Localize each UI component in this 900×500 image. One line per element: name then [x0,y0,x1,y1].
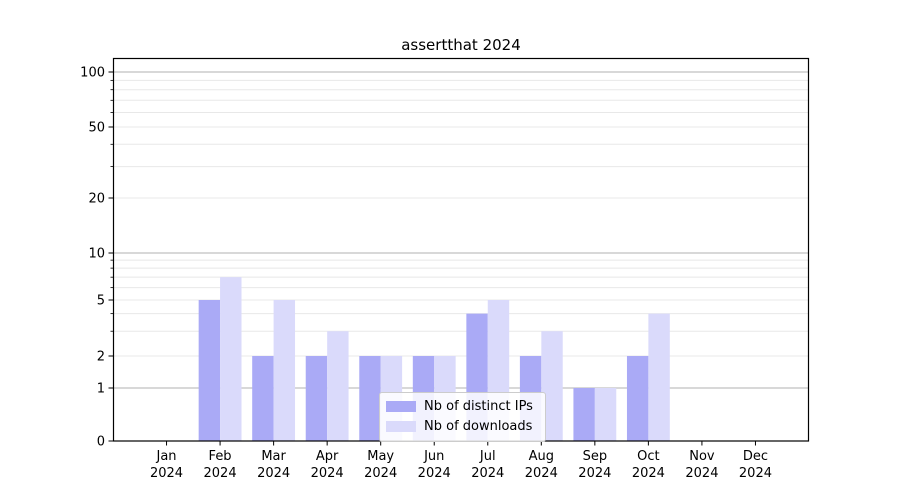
bar-nb-of-distinct-ips-mar [252,356,274,441]
bar-nb-of-downloads-mar [273,300,296,441]
legend-item-downloads: Nb of downloads [386,419,533,434]
x-tick-label-dec: Dec [743,449,768,464]
chart-title: assertthat 2024 [401,36,521,54]
y-tick-label-5: 5 [97,294,105,309]
x-tick-label-mar: Mar [261,449,286,464]
x-tick-label-may: May [367,449,394,464]
x-tick-label-jun: Jun [423,449,444,464]
x-tick-year-nov: 2024 [685,466,718,481]
legend-swatch-distinct-ips [386,401,416,412]
bar-nb-of-downloads-feb [220,277,242,441]
bar-nb-of-distinct-ips-sep [573,388,595,441]
y-tick-label-0: 0 [97,435,105,450]
x-tick-label-aug: Aug [529,449,554,464]
y-tick-label-20: 20 [88,192,105,207]
x-tick-year-sep: 2024 [578,466,611,481]
x-tick-label-nov: Nov [689,449,715,464]
legend-item-distinct-ips: Nb of distinct IPs [386,399,533,414]
legend: Nb of distinct IPs Nb of downloads [379,392,546,442]
x-tick-label-jan: Jan [156,449,177,464]
x-tick-label-apr: Apr [316,449,339,464]
bar-nb-of-distinct-ips-feb [198,300,221,441]
x-tick-label-jul: Jul [479,449,496,464]
x-tick-year-jun: 2024 [418,466,451,481]
bar-nb-of-downloads-oct [648,313,670,441]
y-tick-label-1: 1 [97,382,105,397]
y-tick-label-10: 10 [88,247,105,262]
x-tick-label-sep: Sep [583,449,608,464]
legend-swatch-downloads [386,421,416,432]
x-tick-label-oct: Oct [637,449,659,464]
x-tick-year-may: 2024 [364,466,397,481]
x-tick-year-jan: 2024 [150,466,183,481]
x-tick-year-jul: 2024 [471,466,504,481]
x-tick-year-aug: 2024 [525,466,558,481]
x-tick-year-mar: 2024 [257,466,290,481]
x-tick-year-oct: 2024 [632,466,665,481]
bar-nb-of-distinct-ips-oct [626,356,649,441]
bar-nb-of-distinct-ips-apr [305,356,328,441]
y-tick-label-50: 50 [88,121,105,136]
bar-nb-of-downloads-aug [541,331,563,441]
bar-nb-of-distinct-ips-may [359,356,381,441]
bar-nb-of-downloads-apr [327,331,349,441]
x-tick-year-dec: 2024 [739,466,772,481]
bar-nb-of-downloads-sep [594,388,617,441]
legend-label-distinct-ips: Nb of distinct IPs [424,399,533,414]
y-tick-label-100: 100 [80,66,105,81]
x-tick-year-feb: 2024 [204,466,237,481]
x-tick-label-feb: Feb [209,449,232,464]
x-tick-year-apr: 2024 [311,466,344,481]
y-tick-label-2: 2 [97,350,105,365]
legend-label-downloads: Nb of downloads [424,419,533,434]
